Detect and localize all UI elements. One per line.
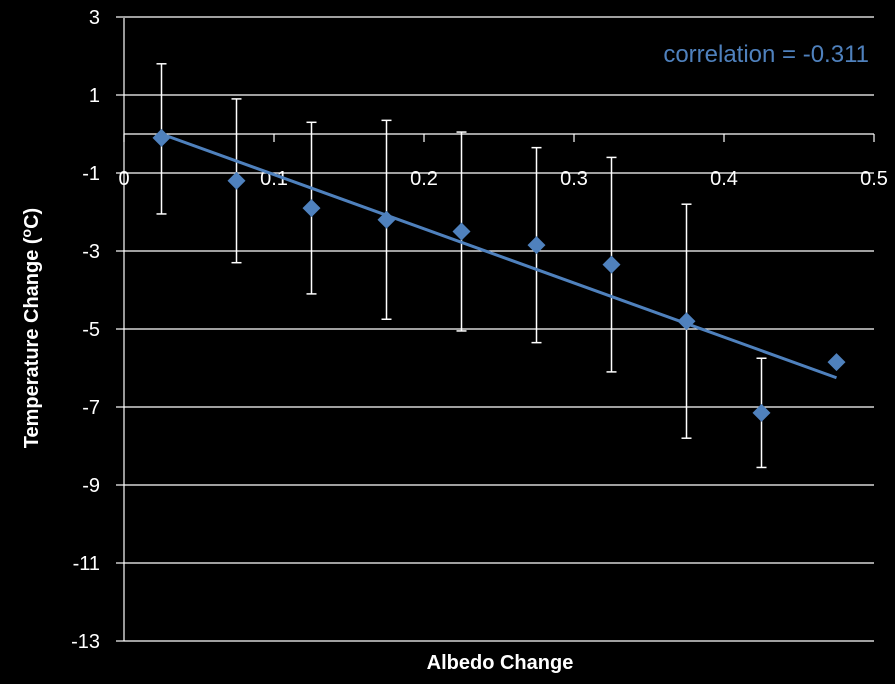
y-tick-label: 1: [89, 85, 100, 107]
trendline-layer: [160, 132, 838, 380]
x-tick-labels: 0 0.1 0.2 0.3 0.4 0.5: [118, 168, 887, 190]
data-points: [152, 128, 846, 422]
y-tick-label: -11: [73, 553, 100, 575]
data-point: [527, 236, 546, 255]
data-point: [302, 199, 321, 218]
y-tick-label: 3: [89, 7, 100, 29]
x-tick-label: 0.2: [410, 168, 438, 190]
y-tick-label: -13: [71, 631, 100, 653]
data-point: [152, 128, 171, 147]
x-axis-title: Albedo Change: [427, 652, 574, 674]
y-axis-title-superscript: o: [18, 229, 34, 238]
data-point: [677, 312, 696, 331]
x-tick-label: 0.4: [710, 168, 738, 190]
y-axis-title-main: Temperature Change (: [21, 237, 43, 448]
y-tick-label: -1: [82, 163, 100, 185]
trendline: [160, 132, 838, 380]
y-tick-label: -5: [82, 319, 100, 341]
data-point: [377, 210, 396, 229]
axes: [116, 16, 875, 642]
x-tick-label: 0.3: [560, 168, 588, 190]
correlation-annotation: correlation = -0.311: [663, 41, 869, 68]
y-tick-label: -3: [82, 241, 100, 263]
data-point: [752, 403, 771, 422]
data-point: [452, 222, 471, 241]
y-tick-label: -9: [82, 475, 100, 497]
grid-lines: [124, 16, 874, 642]
data-point: [602, 255, 621, 274]
y-axis-title-end: C): [21, 208, 43, 229]
x-tick-label: 0: [118, 168, 129, 190]
data-point: [227, 171, 246, 190]
y-axis-title: Temperature Change (oC): [18, 208, 43, 448]
y-tick-label: -7: [82, 397, 100, 419]
data-point: [827, 353, 846, 372]
x-tick-label: 0.5: [860, 168, 888, 190]
y-tick-labels: 3 1 -1 -3 -5 -7 -9 -11 -13: [71, 7, 100, 653]
